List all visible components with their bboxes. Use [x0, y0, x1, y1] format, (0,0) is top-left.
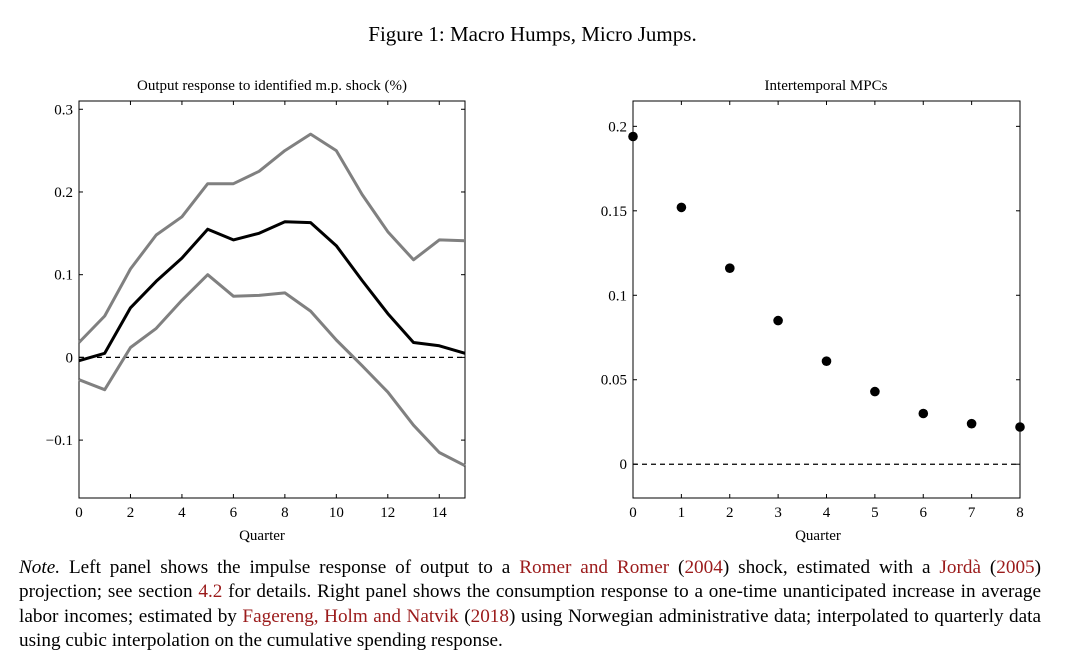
citation-link[interactable]: 2004: [684, 557, 723, 578]
right-chart-ytick-label: 0.15: [601, 204, 627, 220]
section-link[interactable]: 4.2: [198, 581, 223, 603]
left-chart-xtick-label: 12: [380, 505, 395, 521]
right-chart-xtick-label: 6: [920, 505, 928, 521]
right-chart-xtick-label: 2: [726, 505, 734, 521]
left-chart-upper-band-line: [77, 132, 466, 344]
figure-note: Note. Left panel shows the impulse respo…: [19, 556, 1041, 653]
citation-link[interactable]: Jordà: [939, 557, 981, 578]
right-chart-mpc-point: [870, 386, 880, 397]
right-chart-ytick-label: 0.05: [601, 373, 627, 389]
right-chart-mpc-point: [676, 202, 687, 213]
citation-link[interactable]: 2018: [470, 605, 509, 627]
figure-title: Figure 1: Macro Humps, Micro Jumps.: [368, 22, 697, 46]
right-chart-mpc-point: [1015, 422, 1025, 432]
left-chart-xtick-label: 6: [230, 505, 238, 521]
right-chart-xtick-label: 0: [629, 505, 637, 521]
left-chart-point-estimate-line: [78, 220, 466, 363]
citation-link[interactable]: 2005: [996, 557, 1035, 578]
right-chart-mpc-point: [821, 356, 832, 367]
left-chart-xtick-label: 2: [127, 505, 135, 521]
note-text: for details. Right panel shows the consu…: [19, 581, 1041, 627]
left-chart-xtick-label: 10: [329, 505, 344, 521]
figure-panels: Output response to identified m.p. shock…: [46, 78, 1025, 544]
left-chart-ytick-label: 0.1: [54, 268, 73, 284]
right-chart-frame: [632, 100, 1021, 499]
left-chart-xtick-label: 14: [432, 505, 448, 521]
right-chart-mpc-point: [918, 408, 929, 419]
note-text: (: [980, 557, 997, 578]
right-chart-xtick-label: 1: [678, 505, 686, 521]
left-chart-ytick-label: 0: [66, 350, 74, 366]
left-chart-xtick-label: 8: [281, 505, 289, 521]
left-chart-xlabel: Quarter: [239, 528, 285, 544]
left-chart-ytick-label: −0.1: [46, 433, 73, 449]
right-chart-xtick-label: 8: [1016, 505, 1024, 521]
right-chart-xtick-label: 5: [871, 505, 879, 521]
right-chart-ytick-label: 0: [620, 457, 628, 473]
note-text: (: [458, 605, 471, 627]
right-chart-mpc-point: [725, 263, 735, 274]
left-chart-lower-band-line: [78, 273, 466, 468]
note-text: ) projection; see section: [19, 557, 1042, 603]
note-label: Note.: [19, 557, 61, 578]
right-chart-xtick-label: 7: [968, 505, 976, 521]
note-text: ) using Norwegian administrative data; i…: [19, 605, 1041, 651]
right-chart-ytick-label: 0.1: [608, 288, 627, 304]
right-chart: Intertemporal MPCs 0 1 2 3 4 5 6 7 8 0 0.05 0.1 0.15…: [601, 78, 1025, 544]
citation-link[interactable]: Romer and Romer: [519, 557, 670, 578]
left-chart-ytick-label: 0.2: [54, 185, 73, 201]
right-chart-title: Intertemporal MPCs: [765, 78, 888, 94]
note-text: ) shock, estimated with a: [722, 557, 940, 578]
left-chart-xtick-label: 4: [178, 505, 186, 521]
left-chart-frame: [78, 100, 466, 499]
left-chart-xtick-label: 0: [75, 505, 83, 521]
right-chart-mpc-point: [773, 315, 783, 326]
right-chart-xtick-label: 3: [774, 505, 782, 521]
right-chart-mpc-point: [628, 131, 638, 142]
left-chart: Output response to identified m.p. shock…: [46, 78, 466, 544]
right-chart-mpc-point: [966, 418, 977, 429]
right-chart-ytick-label: 0.2: [608, 119, 627, 135]
right-chart-xlabel: Quarter: [795, 528, 841, 544]
left-chart-title: Output response to identified m.p. shock…: [137, 78, 407, 94]
note-text: (: [669, 557, 685, 578]
right-chart-xtick-label: 4: [823, 505, 831, 521]
left-chart-ytick-label: 0.3: [54, 102, 73, 118]
note-text: Left panel shows the impulse response of…: [60, 557, 520, 578]
citation-link[interactable]: Fagereng, Holm and Natvik: [242, 605, 459, 627]
